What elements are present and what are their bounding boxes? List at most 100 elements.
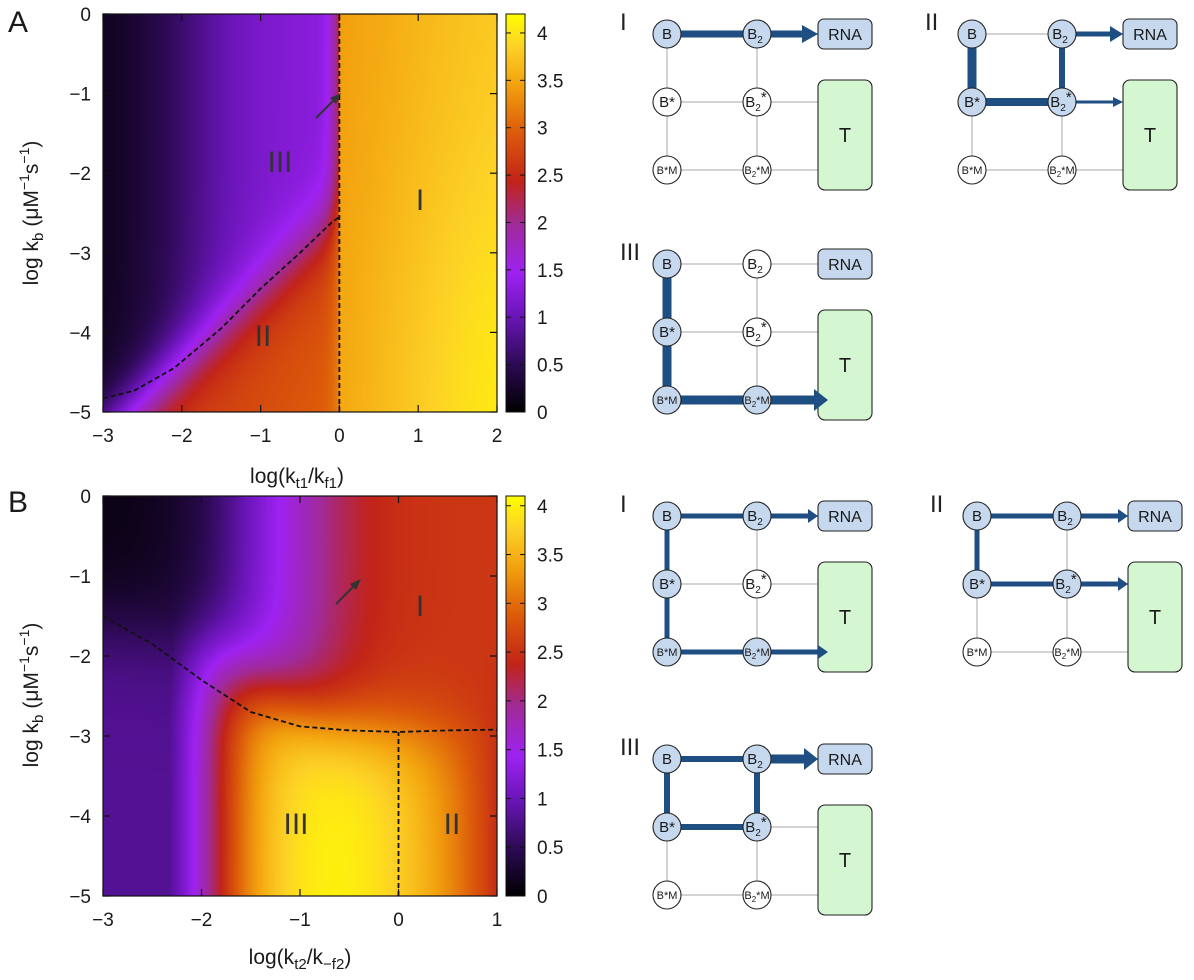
rna-box: RNA xyxy=(817,743,873,775)
svg-text:B*M: B*M xyxy=(657,165,678,177)
svg-text:B2*M: B2*M xyxy=(1054,647,1079,661)
svg-text:B2*: B2* xyxy=(745,319,767,344)
y-tick-label: −3 xyxy=(69,727,91,748)
y-tick-label: 0 xyxy=(80,5,91,26)
heatmap-a-canvas xyxy=(103,14,497,412)
colorbar-tick-label: 1 xyxy=(537,789,548,810)
svg-text:T: T xyxy=(1149,607,1161,629)
node-B2starM: B2*M xyxy=(1047,155,1077,185)
x-tick-label: 2 xyxy=(492,426,503,447)
y-tick-label: −5 xyxy=(69,887,91,908)
region-label-a-i: I xyxy=(416,184,424,217)
svg-text:B*M: B*M xyxy=(657,395,678,407)
colorbar-tick-label: 0.5 xyxy=(537,356,563,377)
x-tick-label: 1 xyxy=(492,910,503,931)
colorbar-tick-label: 1.5 xyxy=(537,261,563,282)
boundaries-b xyxy=(102,615,498,896)
pathway-diagram-iii: III RNA T B B2 B* B2* B*M B2*M xyxy=(620,734,873,916)
svg-text:B*M: B*M xyxy=(657,890,678,902)
t-box: T xyxy=(817,561,873,673)
node-B: B xyxy=(652,744,682,774)
svg-text:B2*M: B2*M xyxy=(744,395,769,409)
x-ticks-b: −3 −2 −1 0 1 xyxy=(92,496,502,931)
svg-text:B2*: B2* xyxy=(1055,571,1077,596)
colorbar-tick-label: 2.5 xyxy=(537,643,563,664)
y-tick-label: −2 xyxy=(69,647,91,668)
heatmap-b-plot xyxy=(103,496,497,896)
t-box: T xyxy=(1122,79,1178,191)
colorbar-tick-label: 1 xyxy=(537,308,548,329)
node-B2star: B2* xyxy=(1047,87,1077,117)
node-Bstar: B* xyxy=(957,87,987,117)
svg-text:B2*M: B2*M xyxy=(1049,165,1074,179)
svg-text:B: B xyxy=(967,26,977,43)
node-B2star: B2* xyxy=(742,317,772,347)
svg-text:B: B xyxy=(972,508,982,525)
colorbar-tick-label: 3.5 xyxy=(537,71,563,92)
node-BstarM: B*M xyxy=(957,155,987,185)
colorbar-tick-label: 2 xyxy=(537,213,548,234)
svg-text:B2*M: B2*M xyxy=(744,165,769,179)
svg-text:B*M: B*M xyxy=(967,647,988,659)
rna-box: RNA xyxy=(1127,500,1183,532)
x-tick-label: −2 xyxy=(171,426,193,447)
diagram-roman-label: I xyxy=(620,491,627,518)
flux-arrowhead xyxy=(818,645,828,659)
svg-text:T: T xyxy=(839,607,851,629)
node-B2star: B2* xyxy=(1052,569,1082,599)
diagram-roman-label: III xyxy=(620,734,640,761)
svg-text:B: B xyxy=(662,508,672,525)
colorbar-a xyxy=(505,13,526,413)
node-B2starM: B2*M xyxy=(742,385,772,415)
colorbar-tick-label: 0.5 xyxy=(537,838,563,859)
node-B2: B2 xyxy=(1047,19,1077,49)
heatmap-a-frame xyxy=(102,13,498,413)
pathway-diagram-ii: II RNA T B B2 B* B2* B*M B2*M xyxy=(930,491,1183,673)
svg-text:T: T xyxy=(839,850,851,872)
colorbar-b xyxy=(505,495,526,897)
node-B: B xyxy=(957,19,987,49)
panel-b: B I III II −3 −2 −1 0 1 0 −1 −2 −3 −4 −5 4 3.5 3 2.5… xyxy=(8,486,563,973)
rna-box: RNA xyxy=(817,18,873,50)
y-tick-label: −1 xyxy=(69,567,91,588)
svg-text:RNA: RNA xyxy=(828,509,862,526)
region-label-a-iii: III xyxy=(267,146,292,179)
x-tick-label: −3 xyxy=(92,910,114,931)
y-axis-label-b: log kb(μM−1s−1) xyxy=(16,623,47,768)
node-B: B xyxy=(652,19,682,49)
svg-text:B*M: B*M xyxy=(962,165,983,177)
x-tick-label: 0 xyxy=(334,426,345,447)
region-label-a-ii: II xyxy=(255,320,272,353)
colorbar-tick-label: 0 xyxy=(537,403,548,424)
colorbar-tick-label: 4 xyxy=(537,497,548,518)
node-B2starM: B2*M xyxy=(742,637,772,667)
svg-text:B2*M: B2*M xyxy=(744,647,769,661)
y-tick-label: −3 xyxy=(69,244,91,265)
x-tick-label: −2 xyxy=(191,910,213,931)
heatmap-b-canvas xyxy=(103,496,497,896)
svg-text:B: B xyxy=(662,751,672,768)
pathway-diagram-iii: III RNA T B B2 B* B2* B*M B2*M xyxy=(620,239,873,421)
y-tick-label: −2 xyxy=(69,164,91,185)
diagram-roman-label: III xyxy=(620,239,640,266)
svg-text:B2: B2 xyxy=(747,26,763,46)
node-B2star: B2* xyxy=(742,812,772,842)
node-BstarM: B*M xyxy=(962,637,992,667)
y-ticks-a: 0 −1 −2 −3 −4 −5 xyxy=(69,5,497,424)
svg-text:B*: B* xyxy=(659,819,675,836)
y-tick-label: −1 xyxy=(69,85,91,106)
svg-text:RNA: RNA xyxy=(828,752,862,769)
svg-text:T: T xyxy=(839,125,851,147)
flux-arrowhead xyxy=(1110,26,1123,42)
colorbar-ticks-a: 4 3.5 3 2.5 2 1.5 1 0.5 0 xyxy=(506,24,563,424)
x-tick-label: −3 xyxy=(92,426,114,447)
region-label-b-ii: II xyxy=(444,808,461,841)
heatmap-a-plot xyxy=(103,14,497,412)
rna-box: RNA xyxy=(1122,18,1178,50)
node-B2starM: B2*M xyxy=(742,880,772,910)
svg-text:B2*: B2* xyxy=(745,571,767,596)
t-box: T xyxy=(817,79,873,191)
svg-text:RNA: RNA xyxy=(1138,509,1172,526)
boundaries-a xyxy=(102,14,341,412)
